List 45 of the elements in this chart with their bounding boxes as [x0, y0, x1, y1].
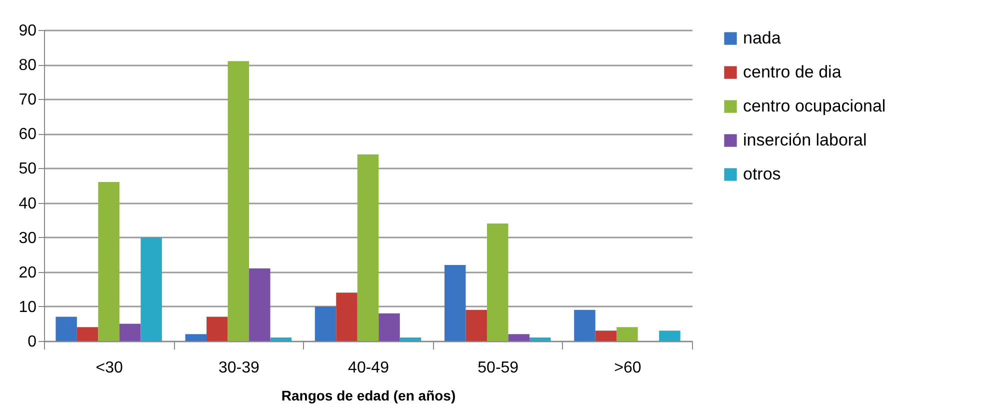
bar [400, 338, 422, 341]
x-tick-label: 40-49 [348, 360, 390, 376]
bar [76, 327, 98, 341]
y-tick-label: 70 [18, 92, 37, 109]
y-tick-label: 30 [18, 230, 37, 247]
bar [228, 61, 250, 341]
legend-label: nada [743, 28, 782, 48]
bar [486, 224, 508, 341]
x-tick-label: 30-39 [218, 360, 260, 376]
bar [378, 313, 400, 341]
bar [529, 338, 551, 341]
bar [508, 334, 530, 341]
bar [616, 327, 638, 341]
bar [119, 324, 141, 341]
bar [140, 237, 162, 341]
bar [185, 334, 207, 341]
bar [574, 310, 596, 341]
x-tick-label: <30 [96, 360, 123, 376]
bar [270, 338, 292, 341]
bar [444, 264, 466, 341]
y-tick-label: 40 [18, 195, 37, 212]
bar [98, 182, 120, 341]
legend-label: otros [743, 164, 781, 184]
legend-label: centro ocupacional [743, 96, 886, 116]
x-axis-title: Rangos de edad (en años) [281, 388, 456, 404]
bar [659, 330, 680, 341]
bar [249, 268, 270, 341]
x-tick-label: 50-59 [478, 360, 519, 376]
bar [314, 306, 336, 341]
bar [56, 316, 77, 341]
y-tick-label: 90 [18, 22, 37, 40]
y-tick-label: 60 [18, 126, 37, 144]
bar [595, 330, 617, 341]
legend-label: inserción laboral [743, 130, 867, 150]
x-tick-label: >60 [614, 360, 642, 376]
y-tick-label: 20 [18, 264, 37, 282]
y-tick-label: 10 [18, 298, 37, 316]
bar [357, 154, 379, 341]
y-tick-label: 50 [18, 160, 37, 178]
bar [466, 310, 487, 341]
legend-label: centro de dia [743, 62, 842, 82]
y-tick-label: 0 [28, 334, 37, 350]
bar [206, 316, 228, 341]
bar [336, 292, 358, 341]
y-tick-label: 80 [18, 57, 37, 74]
